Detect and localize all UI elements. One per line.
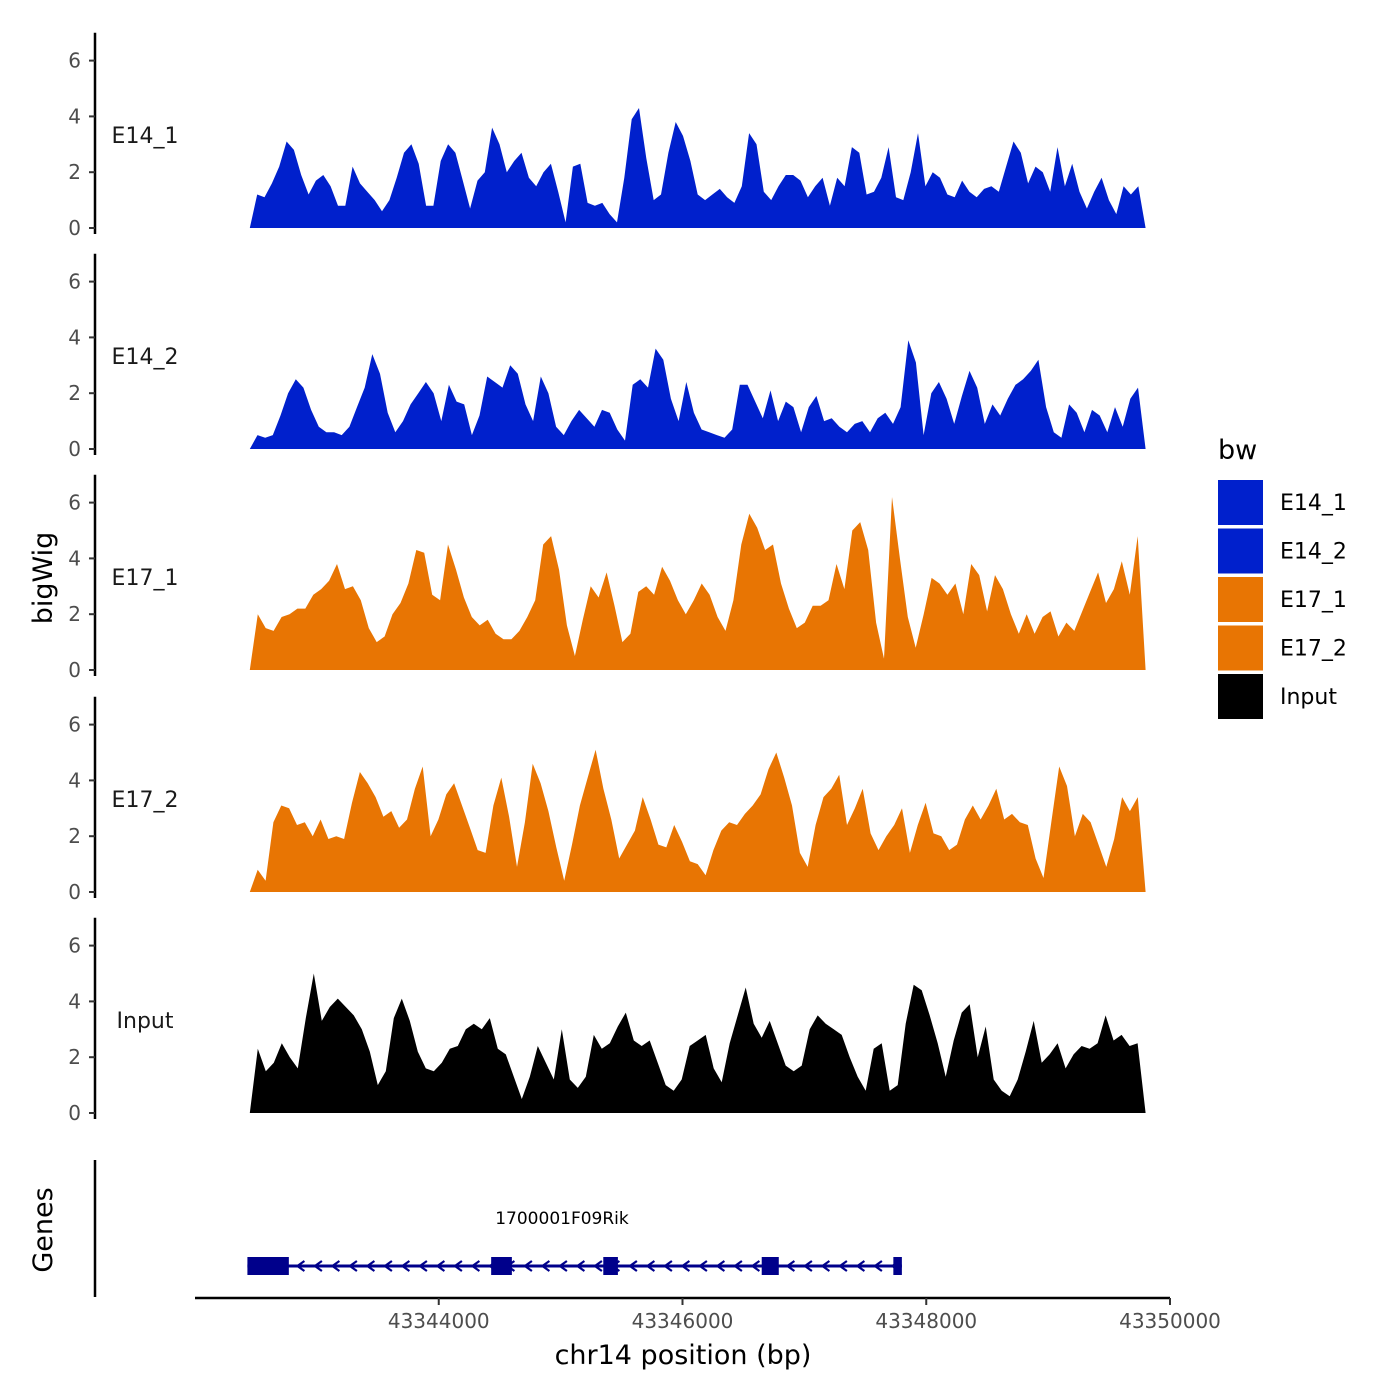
- strand-arrow: [558, 1260, 568, 1272]
- y-tick-label: 2: [68, 381, 81, 405]
- area-e14-2: [249, 340, 1146, 449]
- legend-swatch: [1218, 577, 1263, 622]
- strand-arrow: [435, 1260, 446, 1272]
- legend-swatch: [1218, 480, 1263, 525]
- strand-arrow: [470, 1260, 481, 1272]
- track-label-e17-2: E17_2: [112, 788, 179, 813]
- track-label-e14-2: E14_2: [112, 345, 179, 370]
- legend-label: E17_1: [1280, 588, 1347, 613]
- y-tick-label: 4: [68, 325, 81, 349]
- strand-arrow: [663, 1260, 673, 1272]
- strand-arrow: [698, 1260, 708, 1272]
- legend-label: E14_2: [1280, 540, 1347, 565]
- gene-name-label: 1700001F09Rik: [495, 1209, 629, 1229]
- strand-arrow: [523, 1260, 533, 1272]
- y-axis-title: bigWig: [28, 532, 59, 625]
- area-e14-1: [249, 108, 1146, 228]
- strand-arrow: [803, 1260, 813, 1272]
- strand-arrow: [855, 1260, 866, 1272]
- x-axis-title: chr14 position (bp): [555, 1340, 812, 1371]
- strand-arrow: [838, 1260, 848, 1272]
- genes-axis-title: Genes: [28, 1187, 59, 1272]
- y-tick-label: 6: [68, 491, 81, 515]
- strand-arrow: [348, 1260, 358, 1272]
- strand-arrow: [400, 1260, 411, 1272]
- track-input: 0 2 4 6 Input: [68, 917, 1146, 1125]
- y-tick-label: 4: [68, 104, 81, 128]
- strand-arrow: [418, 1260, 428, 1272]
- y-tick-label: 4: [68, 989, 81, 1013]
- legend-item-e14-1: E14_1: [1218, 480, 1347, 525]
- legend-item-e17-1: E17_1: [1218, 577, 1347, 622]
- track-e14-2: 0 2 4 6 E14_2: [68, 253, 1146, 461]
- strand-arrow: [540, 1260, 551, 1272]
- strand-arrow: [628, 1260, 638, 1272]
- strand-arrow: [453, 1260, 463, 1272]
- track-label-e17-1: E17_1: [112, 566, 179, 591]
- legend: bw E14_1 E14_2 E17_1 E17_2 Input: [1218, 435, 1347, 719]
- y-tick-label: 2: [68, 160, 81, 184]
- strand-arrow: [680, 1260, 691, 1272]
- y-tick-label: 0: [68, 658, 81, 682]
- x-tick-label: 43350000: [1119, 1309, 1221, 1333]
- y-tick-label: 0: [68, 1101, 81, 1125]
- gene-exon: [761, 1257, 779, 1275]
- legend-title: bw: [1218, 435, 1257, 466]
- area-input: [249, 973, 1146, 1113]
- x-tick-label: 43344000: [388, 1309, 490, 1333]
- track-e17-1: 0 2 4 6 E17_1: [68, 474, 1146, 682]
- strand-arrow: [873, 1260, 883, 1272]
- track-e17-2: 0 2 4 6 E17_2: [68, 696, 1146, 904]
- strand-arrow: [645, 1260, 656, 1272]
- y-tick-label: 6: [68, 934, 81, 958]
- gene-track: 1700001F09Rik: [93, 1160, 902, 1297]
- strand-arrow: [365, 1260, 376, 1272]
- strand-arrow: [785, 1260, 796, 1272]
- y-tick-label: 2: [68, 1045, 81, 1069]
- y-tick-label: 6: [68, 49, 81, 73]
- strand-arrow: [295, 1260, 306, 1272]
- strand-arrow: [330, 1260, 341, 1272]
- gene-exon: [603, 1257, 618, 1275]
- y-tick-label: 0: [68, 437, 81, 461]
- strand-arrow: [733, 1260, 743, 1272]
- legend-label: E17_2: [1280, 637, 1347, 662]
- legend-item-input: Input: [1218, 674, 1337, 719]
- y-tick-label: 4: [68, 546, 81, 570]
- strand-arrow: [593, 1260, 603, 1272]
- x-axis: 43344000 43346000 43348000 43350000: [195, 1296, 1221, 1333]
- strand-arrow: [313, 1260, 323, 1272]
- y-tick-label: 4: [68, 768, 81, 792]
- y-tick-label: 2: [68, 602, 81, 626]
- strand-arrow: [820, 1260, 831, 1272]
- legend-swatch: [1218, 674, 1263, 719]
- legend-swatch: [1218, 528, 1263, 574]
- legend-label: E14_1: [1280, 491, 1347, 516]
- area-e17-1: [249, 497, 1146, 670]
- y-tick-label: 2: [68, 824, 81, 848]
- track-label-e14-1: E14_1: [112, 124, 179, 149]
- gene-exon: [491, 1257, 512, 1275]
- y-tick-label: 0: [68, 880, 81, 904]
- strand-arrow: [575, 1260, 586, 1272]
- gene-exon: [893, 1257, 902, 1275]
- y-tick-label: 6: [68, 713, 81, 737]
- y-tick-label: 6: [68, 270, 81, 294]
- legend-item-e14-2: E14_2: [1218, 528, 1347, 574]
- bigwig-tracks: 0 2 4 6 E14_1 0 2 4 6 E14_2 0 2 4 6 E17_1 0 2 4 6 E17_2 0 2 4 6…: [68, 32, 1146, 1125]
- strand-arrow: [383, 1260, 393, 1272]
- legend-item-e17-2: E17_2: [1218, 625, 1347, 671]
- x-tick-label: 43348000: [875, 1309, 977, 1333]
- gene-exon: [247, 1257, 289, 1275]
- area-e17-2: [249, 749, 1146, 892]
- track-e14-1: 0 2 4 6 E14_1: [68, 32, 1146, 240]
- legend-label: Input: [1280, 685, 1337, 710]
- track-label-input: Input: [117, 1009, 174, 1034]
- legend-swatch: [1218, 625, 1263, 671]
- x-tick-label: 43346000: [632, 1309, 734, 1333]
- y-tick-label: 0: [68, 216, 81, 240]
- strand-arrow: [750, 1260, 761, 1272]
- strand-arrow: [715, 1260, 726, 1272]
